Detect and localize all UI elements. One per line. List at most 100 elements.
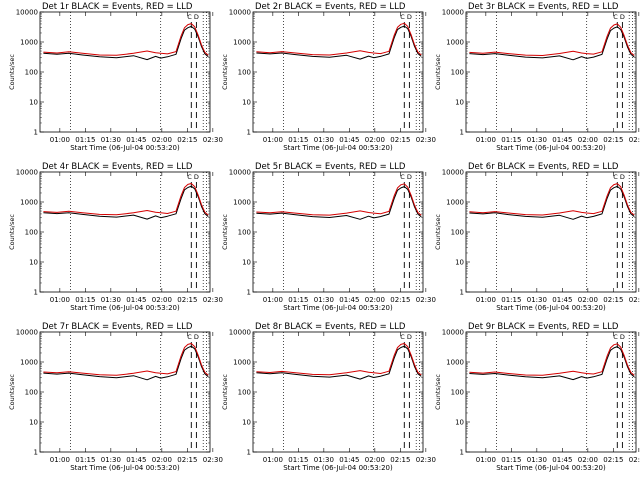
- x-tick-label: 01:15: [75, 136, 95, 144]
- lld-series-line: [256, 343, 422, 376]
- x-tick-label: 01:45: [552, 136, 572, 144]
- x-tick-label: 01:15: [75, 296, 95, 304]
- y-tick-label: 10: [242, 99, 251, 107]
- x-tick-label: 01:00: [263, 296, 283, 304]
- lld-series-line: [43, 23, 209, 56]
- y-tick-label: 10000: [442, 329, 464, 337]
- detector-panel: Det 9r BLACK = Events, RED = LLD 1 10 100 10…: [434, 322, 640, 472]
- x-axis-label: Start Time (06-Jul-04 00:53:20): [496, 464, 606, 472]
- detector-panel: Det 7r BLACK = Events, RED = LLD 1 10 100 10…: [8, 322, 223, 472]
- x-tick-label: 02:00: [152, 296, 172, 304]
- x-tick-label: 02:15: [390, 296, 410, 304]
- x-tick-label: 01:30: [314, 296, 334, 304]
- x-axis-label: Start Time (06-Jul-04 00:53:20): [496, 304, 606, 312]
- x-tick-label: 02:00: [578, 136, 598, 144]
- y-tick-label: 1000: [20, 359, 38, 367]
- events-series-line: [43, 185, 209, 220]
- x-tick-label: 02:30: [416, 136, 436, 144]
- y-tick-label: 10: [29, 259, 38, 267]
- x-tick-label: 01:15: [288, 296, 308, 304]
- events-series-line: [469, 346, 635, 381]
- panel-title: Det 8r BLACK = Events, RED = LLD: [255, 322, 406, 332]
- x-tick-label: 02:15: [177, 456, 197, 464]
- panel-title: Det 6r BLACK = Events, RED = LLD: [468, 162, 619, 172]
- y-tick-label: 10000: [229, 329, 251, 337]
- x-tick-label: 01:15: [501, 456, 521, 464]
- y-tick-label: 1: [460, 129, 464, 137]
- panel-title: Det 4r BLACK = Events, RED = LLD: [42, 162, 193, 172]
- y-tick-label: 10000: [229, 9, 251, 17]
- lld-series-line: [43, 343, 209, 376]
- marker-caption: C D: [613, 13, 625, 21]
- x-tick-label: 02:30: [629, 136, 640, 144]
- events-series-line: [43, 25, 209, 61]
- y-tick-label: 1000: [20, 199, 38, 207]
- lld-series-line: [256, 183, 422, 216]
- y-axis-label: Counts/sec: [8, 54, 16, 90]
- marker-caption: C D: [613, 333, 625, 341]
- x-tick-label: 01:15: [501, 136, 521, 144]
- x-tick-label: 02:30: [203, 136, 223, 144]
- y-tick-label: 1000: [233, 359, 251, 367]
- detector-panel: Det 6r BLACK = Events, RED = LLD 1 10 100 10…: [434, 162, 640, 312]
- marker-caption: C D: [613, 173, 625, 181]
- x-tick-label: 01:30: [314, 136, 334, 144]
- panel-title: Det 5r BLACK = Events, RED = LLD: [255, 162, 406, 172]
- x-tick-label: 01:00: [263, 456, 283, 464]
- lld-series-line: [469, 23, 635, 56]
- x-tick-label: 01:45: [126, 136, 146, 144]
- y-tick-label: 1000: [20, 39, 38, 47]
- x-tick-label: 02:15: [603, 136, 623, 144]
- y-tick-label: 1: [247, 449, 251, 457]
- x-tick-label: 02:00: [578, 296, 598, 304]
- y-tick-label: 1000: [233, 39, 251, 47]
- x-tick-label: 01:00: [50, 136, 70, 144]
- y-tick-label: 1: [247, 289, 251, 297]
- x-tick-label: 01:30: [527, 136, 547, 144]
- panel-title: Det 7r BLACK = Events, RED = LLD: [42, 322, 193, 332]
- detector-panel: Det 3r BLACK = Events, RED = LLD 1 10 100 10…: [434, 2, 640, 152]
- y-axis-label: Counts/sec: [434, 374, 442, 410]
- x-axis-label: Start Time (06-Jul-04 00:53:20): [496, 144, 606, 152]
- x-tick-label: 02:00: [365, 136, 385, 144]
- y-tick-label: 10000: [442, 169, 464, 177]
- marker-caption: C D: [400, 333, 412, 341]
- x-axis-label: Start Time (06-Jul-04 00:53:20): [70, 144, 180, 152]
- y-tick-label: 10: [29, 99, 38, 107]
- x-axis-label: Start Time (06-Jul-04 00:53:20): [70, 304, 180, 312]
- x-tick-label: 01:45: [339, 136, 359, 144]
- events-series-line: [256, 345, 422, 380]
- x-tick-label: 01:00: [476, 296, 496, 304]
- y-tick-label: 1000: [446, 359, 464, 367]
- x-tick-label: 02:30: [416, 456, 436, 464]
- y-tick-label: 100: [451, 69, 464, 77]
- y-tick-label: 100: [25, 69, 38, 77]
- y-tick-label: 10: [455, 259, 464, 267]
- x-tick-label: 02:00: [365, 296, 385, 304]
- detector-panel: Det 5r BLACK = Events, RED = LLD 1 10 100 10…: [221, 162, 436, 312]
- x-tick-label: 01:45: [339, 456, 359, 464]
- events-series-line: [469, 26, 635, 61]
- x-tick-label: 02:00: [365, 456, 385, 464]
- detector-panel: Det 1r BLACK = Events, RED = LLD 1 10 100 10…: [8, 2, 223, 152]
- x-tick-label: 02:15: [177, 136, 197, 144]
- x-tick-label: 01:00: [50, 456, 70, 464]
- x-tick-label: 01:45: [126, 456, 146, 464]
- lld-series-line: [43, 183, 209, 216]
- x-tick-label: 01:30: [101, 136, 121, 144]
- x-tick-label: 01:45: [552, 296, 572, 304]
- x-tick-label: 01:00: [50, 296, 70, 304]
- x-tick-label: 01:15: [75, 456, 95, 464]
- y-axis-label: Counts/sec: [221, 54, 229, 90]
- y-tick-label: 1000: [446, 199, 464, 207]
- y-tick-label: 1000: [233, 199, 251, 207]
- x-tick-label: 02:30: [203, 296, 223, 304]
- x-tick-label: 01:45: [126, 296, 146, 304]
- y-tick-label: 1000: [446, 39, 464, 47]
- y-tick-label: 1: [34, 449, 38, 457]
- lld-series-line: [469, 343, 635, 376]
- y-tick-label: 100: [25, 389, 38, 397]
- x-tick-label: 02:00: [578, 456, 598, 464]
- x-axis-label: Start Time (06-Jul-04 00:53:20): [70, 464, 180, 472]
- y-tick-label: 1: [34, 289, 38, 297]
